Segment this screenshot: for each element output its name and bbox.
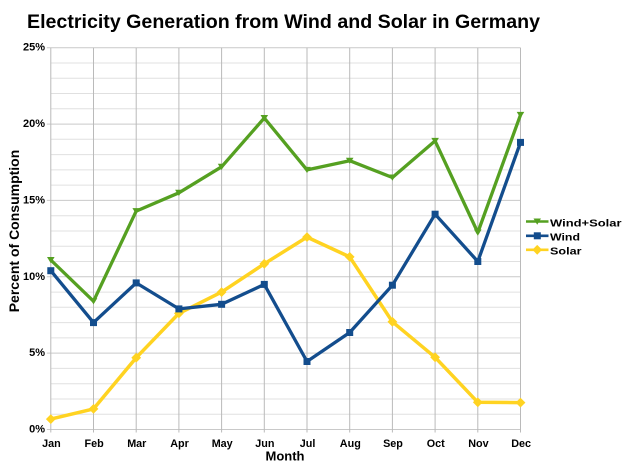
svg-text:0%: 0% — [29, 424, 45, 436]
svg-text:Sep: Sep — [383, 438, 403, 450]
svg-text:Mar: Mar — [127, 438, 147, 450]
svg-text:10%: 10% — [23, 271, 45, 283]
svg-text:Month: Month — [266, 448, 305, 463]
svg-text:May: May — [212, 438, 233, 450]
svg-text:Electricity Generation from Wi: Electricity Generation from Wind and Sol… — [27, 11, 540, 33]
svg-text:Jun: Jun — [255, 438, 274, 450]
svg-text:Jan: Jan — [42, 438, 61, 450]
svg-text:Nov: Nov — [468, 438, 488, 450]
svg-text:Wind: Wind — [550, 232, 580, 244]
svg-text:Jul: Jul — [300, 438, 316, 450]
svg-text:20%: 20% — [23, 118, 45, 130]
svg-text:Aug: Aug — [340, 438, 361, 450]
svg-text:Dec: Dec — [511, 438, 531, 450]
svg-text:15%: 15% — [23, 194, 45, 206]
svg-text:Apr: Apr — [170, 438, 189, 450]
svg-text:25%: 25% — [23, 42, 45, 54]
svg-text:Feb: Feb — [84, 438, 104, 450]
svg-text:Percent of Consumption: Percent of Consumption — [6, 150, 22, 313]
svg-text:Wind+Solar: Wind+Solar — [550, 217, 622, 229]
svg-text:5%: 5% — [29, 347, 45, 359]
svg-text:Oct: Oct — [427, 438, 445, 450]
svg-text:Solar: Solar — [550, 246, 582, 258]
